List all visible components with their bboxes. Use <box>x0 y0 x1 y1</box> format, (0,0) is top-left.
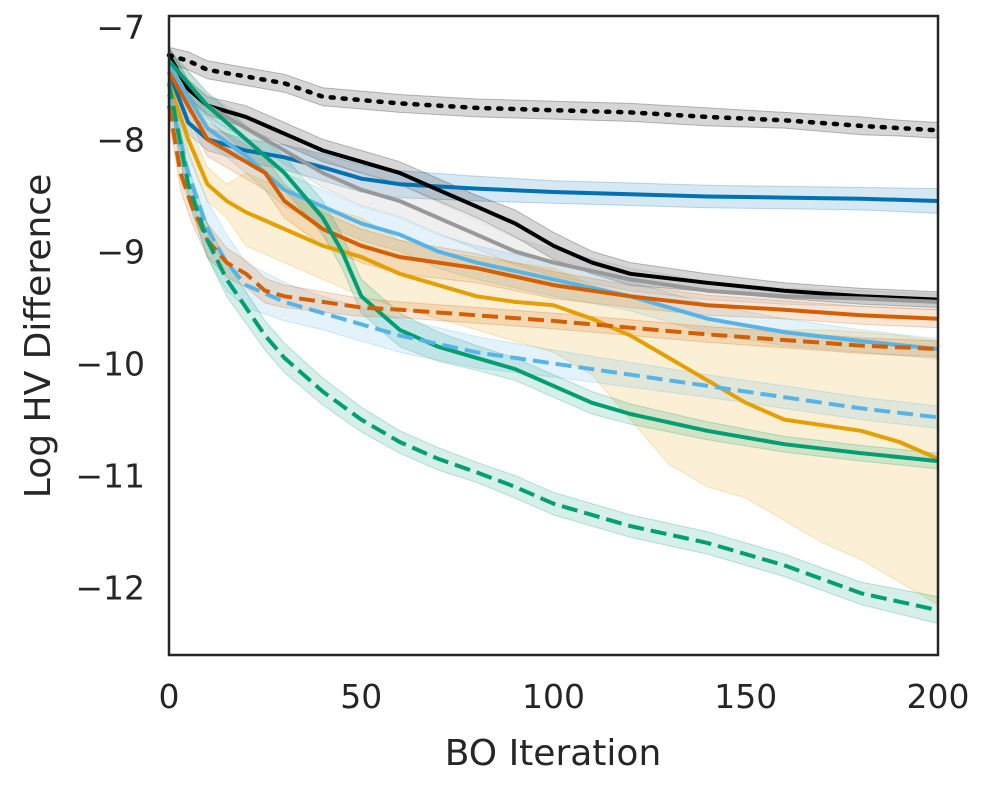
y-tick-label: −9 <box>96 232 145 271</box>
y-axis-label: Log HV Difference <box>18 174 59 498</box>
series-line-7 <box>167 82 939 461</box>
x-axis-ticks: 0 50 100 150 200 <box>159 677 970 716</box>
y-tick-label: −7 <box>96 8 145 47</box>
x-tick-label: 150 <box>714 677 777 716</box>
series-line-2 <box>167 71 939 203</box>
y-tick-label: −11 <box>75 457 145 496</box>
x-tick-label: 100 <box>522 677 585 716</box>
x-tick-label: 50 <box>340 677 382 716</box>
series-line-11 <box>167 82 939 613</box>
series-line-8 <box>167 59 939 464</box>
series-lines <box>166 52 941 613</box>
y-axis-ticks: −7 −8 −9 −10 −11 −12 <box>75 8 145 608</box>
series-line-9 <box>167 94 939 420</box>
series-line-1 <box>166 52 941 133</box>
x-tick-label: 200 <box>907 677 970 716</box>
y-tick-label: −10 <box>75 345 145 384</box>
series-line-4 <box>167 59 939 304</box>
plot-frame <box>167 14 940 657</box>
x-tick-label: 0 <box>159 677 180 716</box>
series-line-10 <box>167 105 939 351</box>
y-tick-label: −8 <box>96 120 145 159</box>
x-axis-label: BO Iteration <box>445 733 662 774</box>
series-line-6 <box>167 71 939 321</box>
y-tick-label: −12 <box>75 569 145 608</box>
series-line-3 <box>167 54 939 302</box>
